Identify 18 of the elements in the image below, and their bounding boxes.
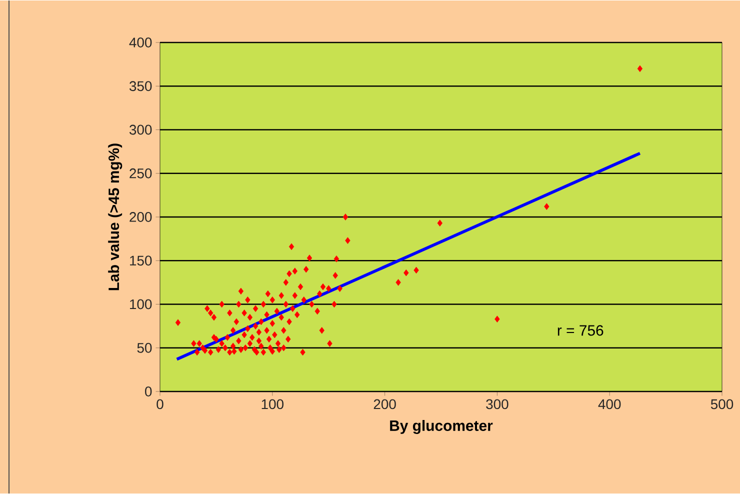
y-axis-title: Lab value (>45 mg%) xyxy=(108,144,122,290)
y-tick-label: 200 xyxy=(130,212,152,222)
x-axis-title: By glucometer xyxy=(390,420,493,434)
y-tick-label: 400 xyxy=(129,38,152,48)
x-tick-label: 300 xyxy=(486,399,508,410)
y-tick-label: 0 xyxy=(145,386,152,396)
y-tick-label: 300 xyxy=(129,124,152,135)
y-tick-label: 100 xyxy=(130,299,152,310)
x-tick-label: 0 xyxy=(156,399,164,410)
x-tick-label: 400 xyxy=(598,399,621,410)
x-tick-label: 200 xyxy=(374,399,396,410)
y-tick-label: 250 xyxy=(130,168,152,178)
y-tick-label: 150 xyxy=(130,256,152,266)
y-tick-label: 50 xyxy=(137,342,152,353)
x-tick-label: 500 xyxy=(710,399,734,410)
y-tick-label: 350 xyxy=(129,81,152,92)
annotation: r = 756 xyxy=(558,325,604,336)
x-tick-label: 100 xyxy=(262,399,284,410)
